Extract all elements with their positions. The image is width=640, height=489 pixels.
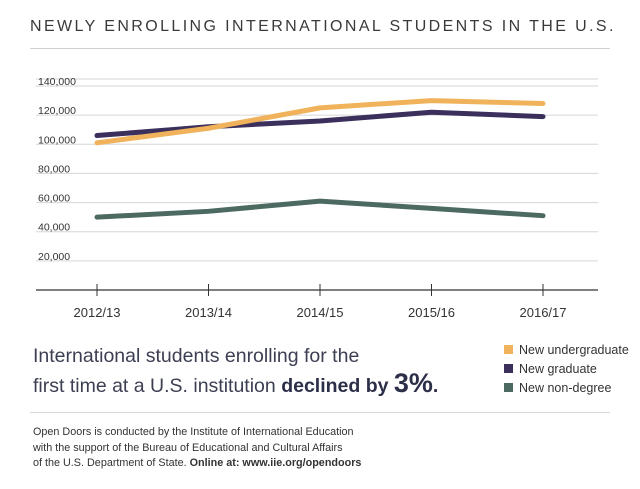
y-tick-label: 140,000 bbox=[38, 76, 76, 88]
legend-item-undergraduate: New undergraduate bbox=[504, 340, 629, 359]
headline-line1: International students enrolling for the bbox=[33, 345, 360, 367]
y-tick-label: 80,000 bbox=[38, 163, 70, 175]
series-line-new-non-degree bbox=[94, 198, 546, 220]
legend-item-graduate: New graduate bbox=[504, 359, 629, 378]
footer-line1: Open Doors is conducted by the Institute… bbox=[33, 426, 354, 438]
y-tick-label: 20,000 bbox=[38, 251, 70, 263]
series-line-new-undergraduate bbox=[94, 98, 546, 146]
series-line-new-graduate bbox=[94, 109, 546, 139]
footer-line3-prefix: of the U.S. Department of State. bbox=[33, 457, 187, 469]
footer-note: Open Doors is conducted by the Institute… bbox=[33, 425, 373, 472]
line-chart: 20,000 40,000 60,000 80,000 100,000 120,000 14… bbox=[36, 76, 598, 320]
legend-item-non-degree: New non-degree bbox=[504, 378, 629, 397]
legend-swatch-graduate bbox=[504, 364, 513, 373]
headline-suffix: . bbox=[432, 375, 439, 397]
y-tick-label: 60,000 bbox=[38, 193, 70, 205]
y-tick-label: 100,000 bbox=[38, 134, 76, 146]
footer-link: Online at: www.iie.org/opendoors bbox=[189, 457, 362, 469]
footer-divider bbox=[30, 412, 610, 413]
title-divider bbox=[30, 48, 610, 49]
legend-swatch-undergraduate bbox=[504, 345, 513, 354]
headline-bold: declined by bbox=[281, 375, 389, 397]
headline-percent: 3% bbox=[393, 368, 433, 398]
chart-title: NEWLY ENROLLING INTERNATIONAL STUDENTS I… bbox=[30, 18, 616, 35]
x-tick-label: 2015/16 bbox=[408, 305, 455, 320]
x-tick-label: 2013/14 bbox=[185, 305, 232, 320]
x-tick-label: 2016/17 bbox=[520, 305, 567, 320]
headline: International students enrolling for the… bbox=[33, 343, 488, 400]
x-tick-label: 2012/13 bbox=[74, 305, 121, 320]
legend-label-undergraduate: New undergraduate bbox=[519, 342, 629, 357]
chart-legend: New undergraduate New graduate New non-d… bbox=[504, 340, 629, 397]
footer-line2: with the support of the Bureau of Educat… bbox=[33, 441, 343, 454]
legend-label-graduate: New graduate bbox=[519, 361, 597, 376]
headline-line2-prefix: first time at a U.S. institution bbox=[33, 375, 276, 397]
legend-label-non-degree: New non-degree bbox=[519, 380, 612, 395]
y-tick-label: 40,000 bbox=[38, 222, 70, 234]
x-tick-label: 2014/15 bbox=[297, 305, 344, 320]
y-tick-label: 120,000 bbox=[38, 105, 76, 117]
legend-swatch-non-degree bbox=[504, 383, 513, 392]
